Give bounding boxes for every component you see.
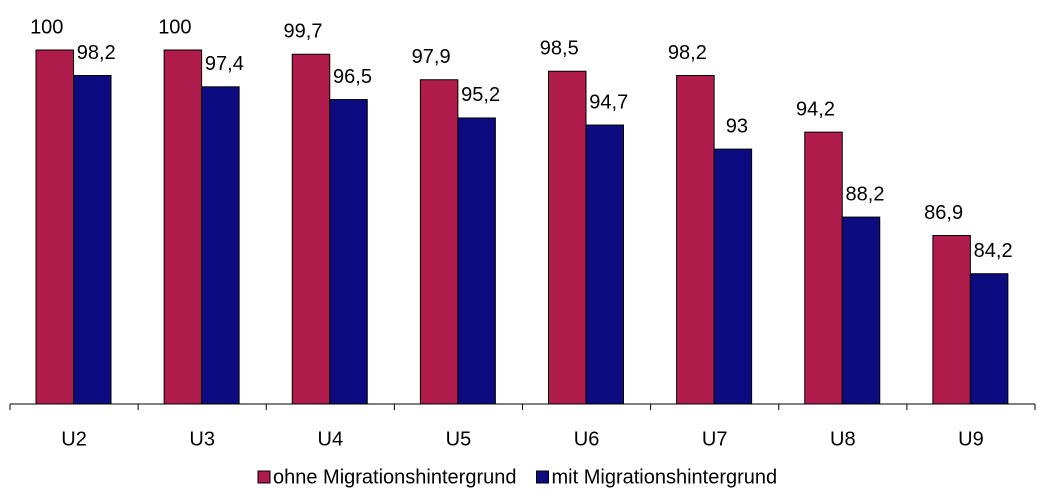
value-label: 100 [30, 16, 63, 38]
bar [291, 53, 331, 405]
bar [676, 74, 715, 405]
value-label: 97,4 [205, 53, 244, 75]
bar [804, 131, 843, 405]
value-label: 96,5 [333, 66, 372, 88]
bar [457, 117, 496, 405]
bar [932, 234, 971, 405]
value-label: 98,2 [668, 42, 707, 64]
x-tick-label: U2 [61, 428, 87, 450]
x-tick-label: U9 [958, 428, 984, 450]
value-label: 98,5 [540, 38, 579, 60]
bar [419, 79, 459, 405]
value-label: 88,2 [846, 183, 885, 205]
bar [163, 49, 203, 405]
value-label: 94,2 [796, 98, 835, 120]
value-label: 84,2 [974, 240, 1013, 262]
bar [35, 49, 74, 405]
bar [841, 216, 881, 405]
bar [713, 148, 753, 405]
legend-swatch [536, 470, 549, 484]
x-tick-label: U5 [446, 428, 472, 450]
legend-label: ohne Migrationshintergrund [273, 466, 517, 488]
value-label: 100 [158, 16, 191, 38]
x-tick-label: U4 [318, 428, 344, 450]
value-label: 99,7 [284, 21, 323, 43]
x-tick-label: U7 [702, 428, 728, 450]
bar [548, 70, 587, 405]
x-tick-label: U8 [830, 428, 856, 450]
legend-label: mit Migrationshintergrund [552, 466, 778, 488]
value-label: 94,7 [589, 91, 628, 113]
value-label: 95,2 [461, 84, 500, 106]
bar [585, 124, 624, 405]
value-label: 93 [726, 115, 748, 137]
bar [201, 86, 240, 405]
value-label: 98,2 [77, 42, 116, 64]
legend-swatch [257, 470, 271, 484]
value-label: 97,9 [412, 46, 451, 68]
bar [329, 99, 368, 405]
bar [73, 74, 112, 405]
x-tick-label: U3 [189, 428, 215, 450]
value-label: 86,9 [924, 202, 963, 224]
x-tick-label: U6 [574, 428, 600, 450]
bar [969, 273, 1009, 405]
